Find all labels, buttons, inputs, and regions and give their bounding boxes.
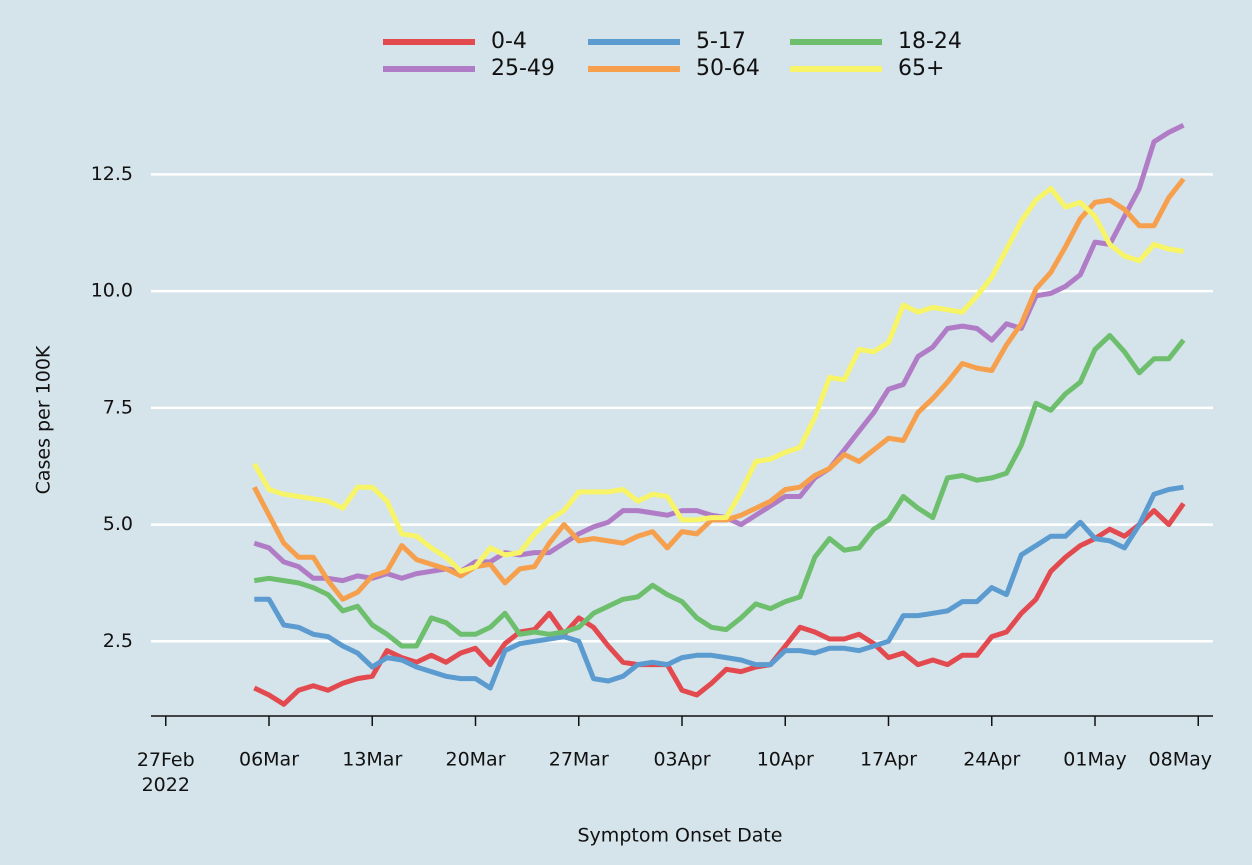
legend-label: 5-17 (696, 29, 746, 54)
x-tick-label: 08May (1149, 749, 1212, 771)
series-line (252, 185, 1184, 574)
series-line (253, 502, 1186, 707)
legend-label: 25-49 (491, 56, 555, 81)
legend-label: 65+ (898, 56, 944, 81)
x-tick-label: 20Mar (445, 749, 505, 771)
x-tick-label: 24Apr (963, 749, 1020, 771)
y-tick-label: 5.0 (103, 513, 133, 535)
x-tick-label: 06Mar (239, 749, 299, 771)
y-tick-label: 12.5 (91, 163, 133, 185)
x-tick-label: 01May (1063, 749, 1126, 771)
series-line (254, 484, 1184, 691)
y-tick-label: 2.5 (103, 630, 133, 652)
y-tick-label: 10.0 (91, 280, 133, 302)
x-tick-label: 27Feb 2022 (137, 749, 195, 796)
legend-label: 50-64 (696, 56, 760, 81)
y-tick-label: 7.5 (103, 396, 133, 418)
x-tick-label: 17Apr (860, 749, 917, 771)
x-tick-label: 10Apr (757, 749, 814, 771)
legend-label: 0-4 (491, 29, 527, 54)
series-line (253, 333, 1186, 649)
series-line (252, 177, 1186, 602)
legend-label: 18-24 (898, 29, 962, 54)
x-tick-label: 27Mar (549, 749, 609, 771)
x-tick-label: 03Apr (653, 749, 710, 771)
y-axis-label: Cases per 100K (33, 345, 55, 494)
x-axis-label: Symptom Onset Date (578, 825, 783, 847)
x-tick-label: 13Mar (342, 749, 402, 771)
